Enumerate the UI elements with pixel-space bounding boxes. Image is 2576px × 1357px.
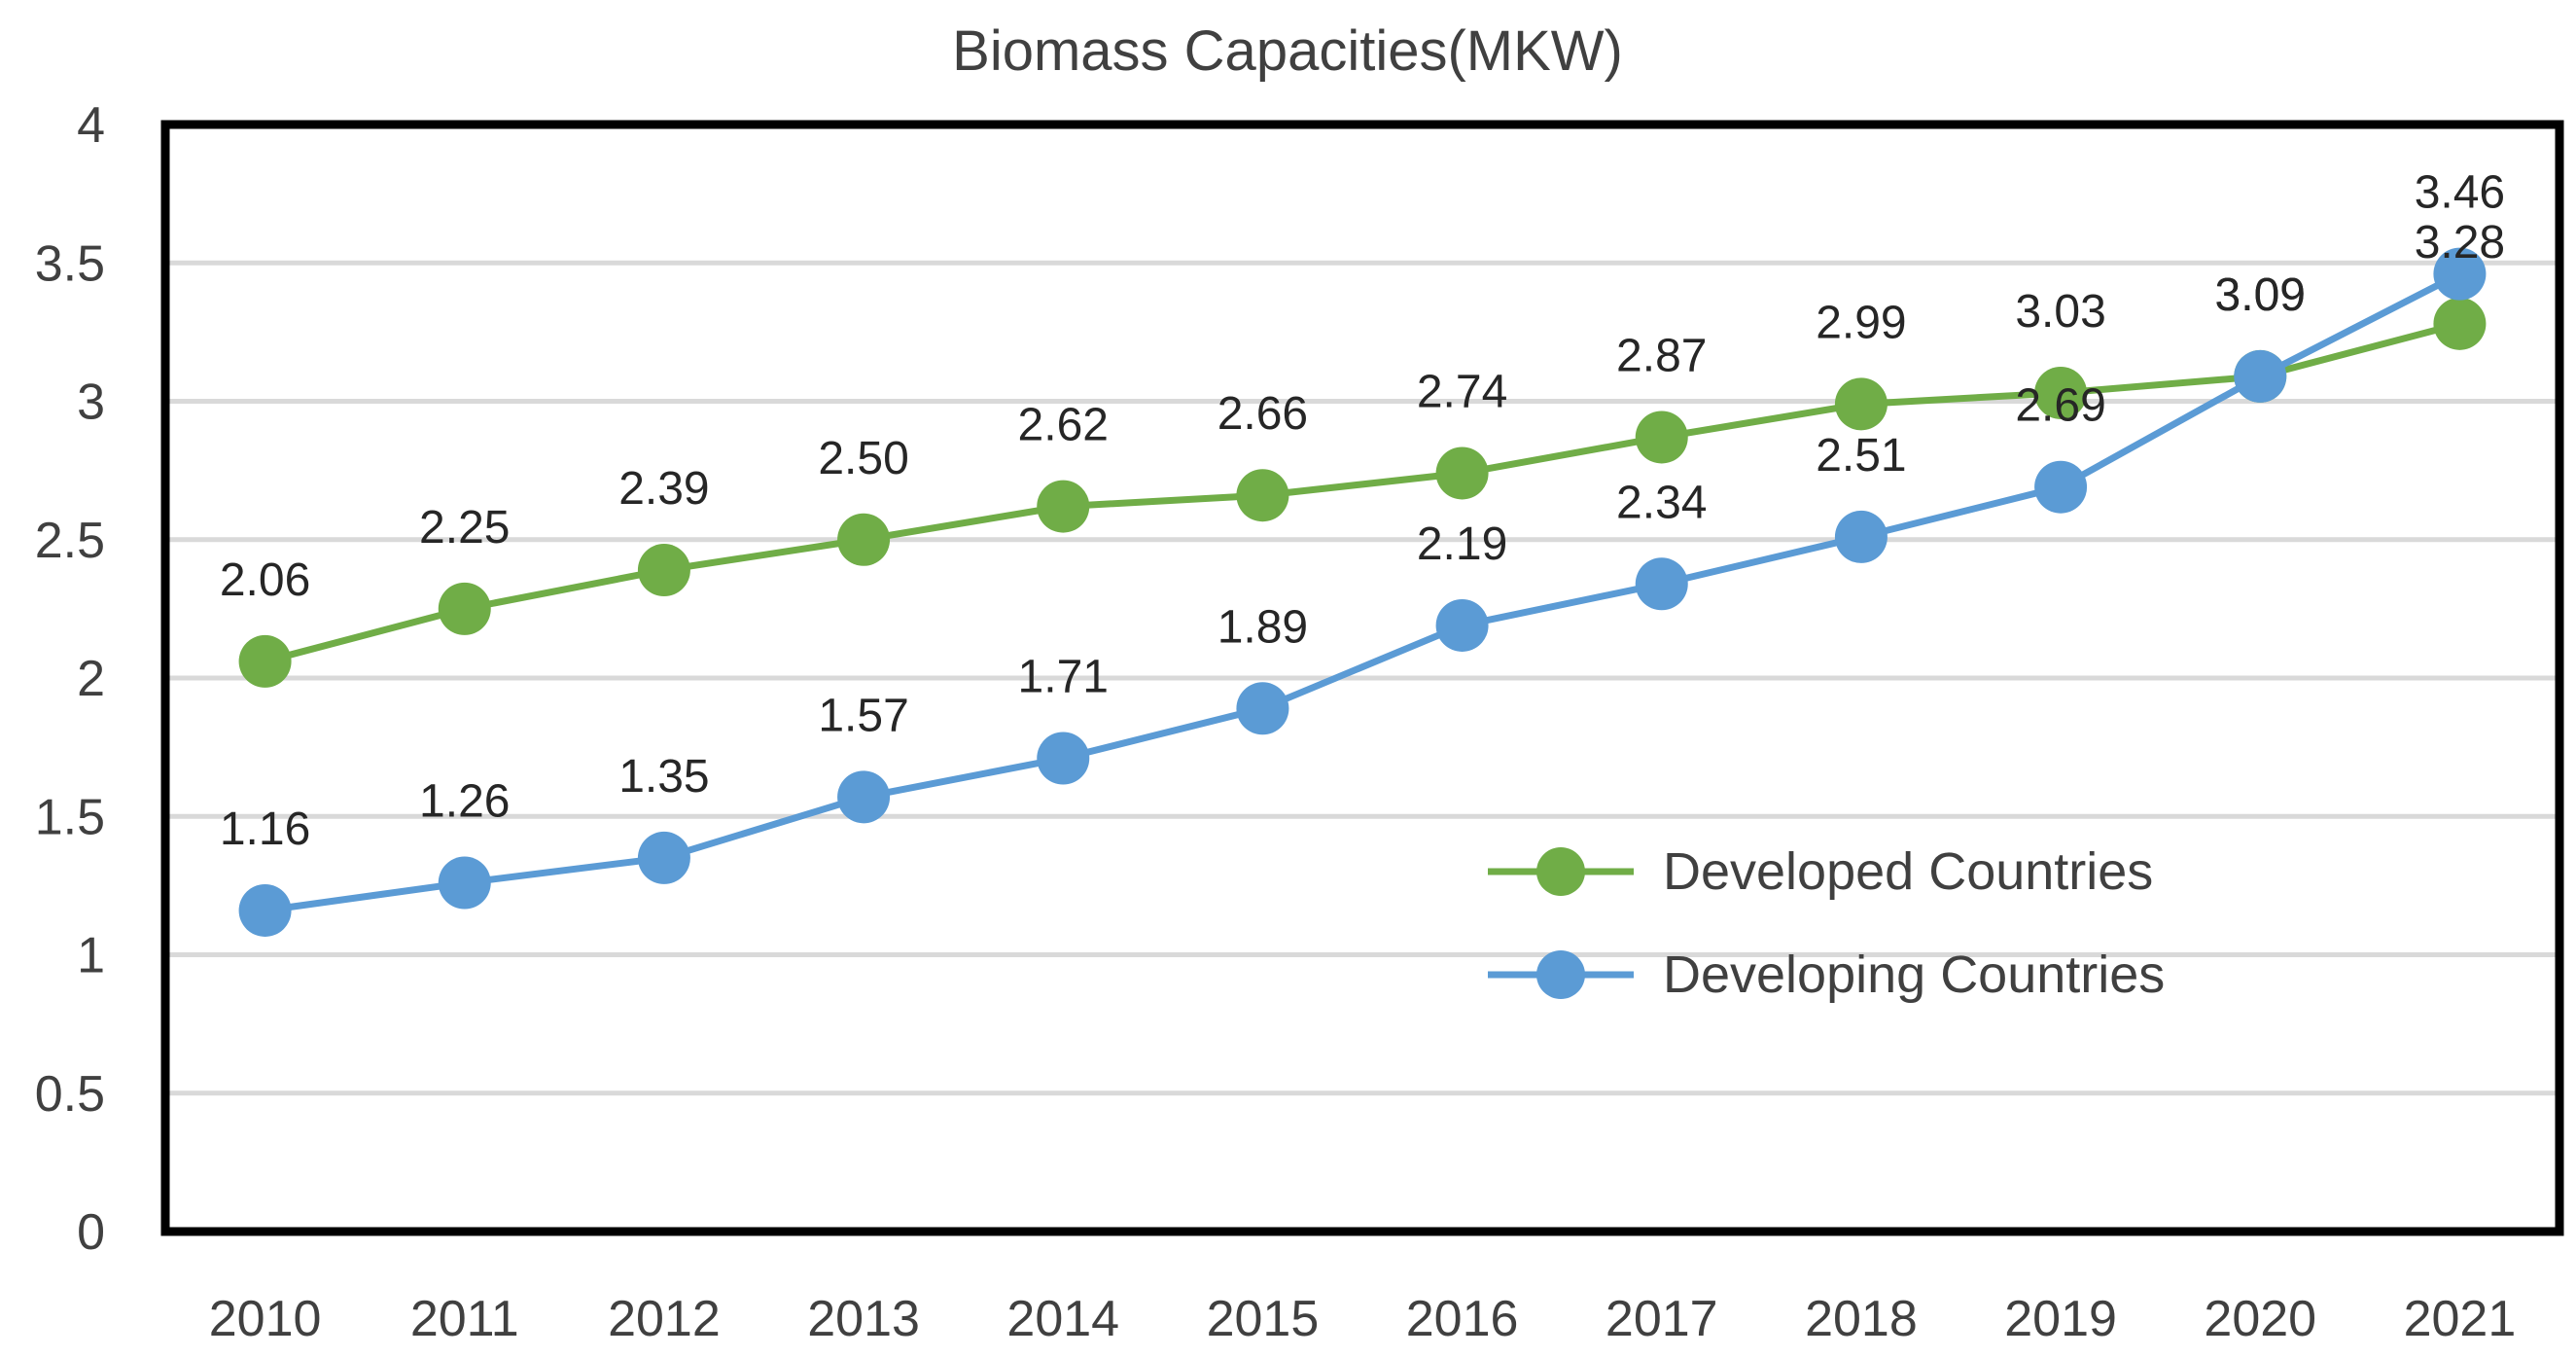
series-layer: 2.06 2.25 2.39 2.50 2.62 2.66 2.74 2.87 2.99 3.03… [220,167,2505,937]
data-label: 2.19 [1417,518,1507,570]
legend-marker-developed [1536,847,1585,896]
data-point [1435,598,1489,652]
series-line [264,320,2461,665]
legend-label-developing: Developing Countries [1663,946,2165,1004]
data-point [438,582,491,635]
data-point [1435,446,1489,500]
data-point [2034,366,2088,419]
data-point [2034,460,2088,514]
data-label: 2.25 [419,502,510,554]
x-tick-label: 2021 [2404,1291,2517,1347]
series-developed [238,297,2487,688]
data-label: 2.87 [1616,330,1707,381]
y-tick-label: 0.5 [35,1066,105,1123]
data-label: 1.57 [818,690,908,741]
data-label: 3.09 [2215,269,2306,321]
data-label: 2.06 [220,554,310,606]
data-label: 2.39 [618,463,709,515]
legend: Developed Countries Developing Countries [1488,842,2165,1004]
data-point [1037,480,1090,533]
data-label: 3.03 [2015,286,2105,338]
data-label: 2.34 [1616,477,1707,528]
legend-marker-developing [1536,950,1585,999]
data-point [1635,411,1688,464]
data-point [1635,557,1688,611]
data-label: 1.71 [1018,652,1109,703]
data-point [238,883,292,937]
x-tick-label: 2019 [2004,1291,2117,1347]
x-tick-label: 2014 [1006,1291,1119,1347]
data-label: 1.26 [419,776,510,828]
data-point [2433,247,2487,301]
y-tick-label: 1 [77,928,105,984]
series-developing [238,247,2487,937]
legend-item-developed: Developed Countries [1488,842,2153,901]
data-label: 2.62 [1018,400,1109,451]
y-axis-ticks: 0 0.5 1 1.5 2 2.5 3 3.5 4 [35,97,105,1261]
data-label: 1.35 [618,751,709,803]
x-tick-label: 2018 [1805,1291,1918,1347]
data-label: 3.09 [2215,269,2306,321]
y-tick-label: 4 [77,97,105,154]
x-axis-ticks: 2010 2011 2012 2013 2014 2015 2016 2017 2018 2019… [209,1291,2517,1347]
data-point [238,634,292,688]
data-point [1236,682,1289,735]
plot-area-frame [160,120,2564,1236]
x-tick-label: 2017 [1606,1291,1718,1347]
data-label: 3.28 [2415,217,2505,268]
data-labels-developed: 2.06 2.25 2.39 2.50 2.62 2.66 2.74 2.87 2.99 3.03… [220,217,2505,606]
x-tick-label: 2012 [608,1291,721,1347]
data-point [2433,297,2487,350]
y-tick-label: 2 [77,651,105,707]
series-line [265,270,2462,914]
x-tick-label: 2016 [1406,1291,1519,1347]
data-label: 2.51 [1816,430,1906,482]
x-tick-label: 2015 [1207,1291,1320,1347]
data-point [637,831,690,884]
data-point [1236,469,1289,522]
data-point [637,544,690,597]
data-label: 1.16 [220,803,310,855]
data-point [438,856,491,910]
data-point [2234,349,2287,403]
x-tick-label: 2013 [807,1291,920,1347]
data-point [837,770,891,824]
data-point [1037,732,1090,785]
x-tick-label: 2011 [410,1291,519,1347]
y-tick-label: 3.5 [35,235,105,292]
data-label: 3.46 [2415,167,2505,219]
y-tick-label: 0 [77,1204,105,1261]
data-label: 1.89 [1217,601,1308,653]
legend-item-developing: Developing Countries [1488,946,2165,1004]
gridlines [165,260,2559,1096]
y-tick-label: 1.5 [35,789,105,845]
data-label: 2.99 [1816,297,1906,348]
data-label: 2.74 [1417,366,1507,417]
data-label: 2.50 [818,433,908,484]
y-tick-label: 3 [77,375,105,431]
data-point [837,513,891,566]
y-tick-label: 2.5 [35,513,105,569]
x-tick-label: 2010 [209,1291,322,1347]
legend-label-developed: Developed Countries [1663,842,2153,901]
data-labels-developing: 1.16 1.26 1.35 1.57 1.71 1.89 2.19 2.34 2.51 2.69… [220,167,2505,855]
x-tick-label: 2020 [2204,1291,2316,1347]
chart-title: Biomass Capacities(MKW) [952,19,1623,83]
data-point [1834,377,1888,431]
data-label: 2.69 [2015,380,2105,432]
data-point [1834,510,1888,563]
data-label: 2.66 [1217,388,1308,440]
